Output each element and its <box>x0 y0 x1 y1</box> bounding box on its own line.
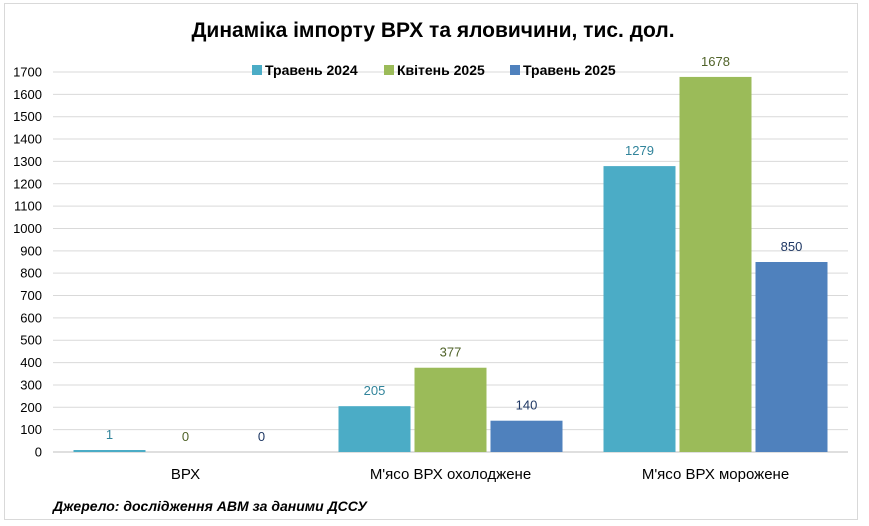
data-label: 850 <box>781 239 803 254</box>
category-label: ВРХ <box>171 466 200 483</box>
y-tick-label: 1700 <box>13 65 42 80</box>
legend-swatch <box>384 65 394 75</box>
bars <box>73 76 828 452</box>
data-label: 377 <box>440 345 462 360</box>
y-tick-label: 1600 <box>13 87 42 102</box>
category-label: М'ясо ВРХ морожене <box>642 466 789 483</box>
y-tick-label: 0 <box>35 445 42 460</box>
data-label: 140 <box>516 398 538 413</box>
y-tick-label: 1300 <box>13 154 42 169</box>
y-tick-label: 1400 <box>13 132 42 147</box>
data-labels: 1 0 0 205 377 140 1279 1678 850 <box>106 54 802 444</box>
bar <box>73 450 146 452</box>
y-tick-label: 800 <box>20 266 42 281</box>
y-tick-label: 900 <box>20 243 42 258</box>
bar <box>414 367 487 452</box>
y-tick-label: 1100 <box>14 199 42 214</box>
y-tick-label: 600 <box>20 310 42 325</box>
legend-label: Травень 2024 <box>265 62 358 78</box>
y-tick-label: 300 <box>20 377 42 392</box>
data-label: 1 <box>106 427 113 442</box>
y-tick-label: 200 <box>20 400 42 415</box>
bar <box>338 406 411 452</box>
legend-swatch <box>252 65 262 75</box>
y-axis-ticks: 0 100 200 300 400 500 600 700 800 900 1000 1100 1200… <box>13 65 42 460</box>
legend-label: Травень 2025 <box>523 62 616 78</box>
data-label: 1678 <box>701 54 730 69</box>
bar <box>490 420 563 452</box>
y-tick-label: 1000 <box>13 221 42 236</box>
source-note: Джерело: дослідження АВМ за даними ДССУ <box>52 498 368 514</box>
bar <box>755 262 828 452</box>
bar <box>679 76 752 452</box>
y-tick-label: 1500 <box>13 109 42 124</box>
y-tick-label: 1200 <box>13 176 42 191</box>
y-tick-label: 700 <box>20 288 42 303</box>
chart-title: Динаміка імпорту ВРХ та яловичини, тис. … <box>191 19 674 42</box>
legend: Травень 2024 Квітень 2025 Травень 2025 <box>252 62 616 78</box>
category-label: М'ясо ВРХ охолоджене <box>370 466 531 483</box>
data-label: 0 <box>182 429 189 444</box>
y-tick-label: 500 <box>20 333 42 348</box>
bar <box>603 166 676 452</box>
data-label: 205 <box>364 383 386 398</box>
legend-label: Квітень 2025 <box>397 62 485 78</box>
y-tick-label: 400 <box>20 355 42 370</box>
x-axis-categories: ВРХ М'ясо ВРХ охолоджене М'ясо ВРХ морожен… <box>171 466 789 483</box>
data-label: 1279 <box>625 143 654 158</box>
y-tick-label: 100 <box>20 422 42 437</box>
legend-swatch <box>510 65 520 75</box>
data-label: 0 <box>258 429 265 444</box>
